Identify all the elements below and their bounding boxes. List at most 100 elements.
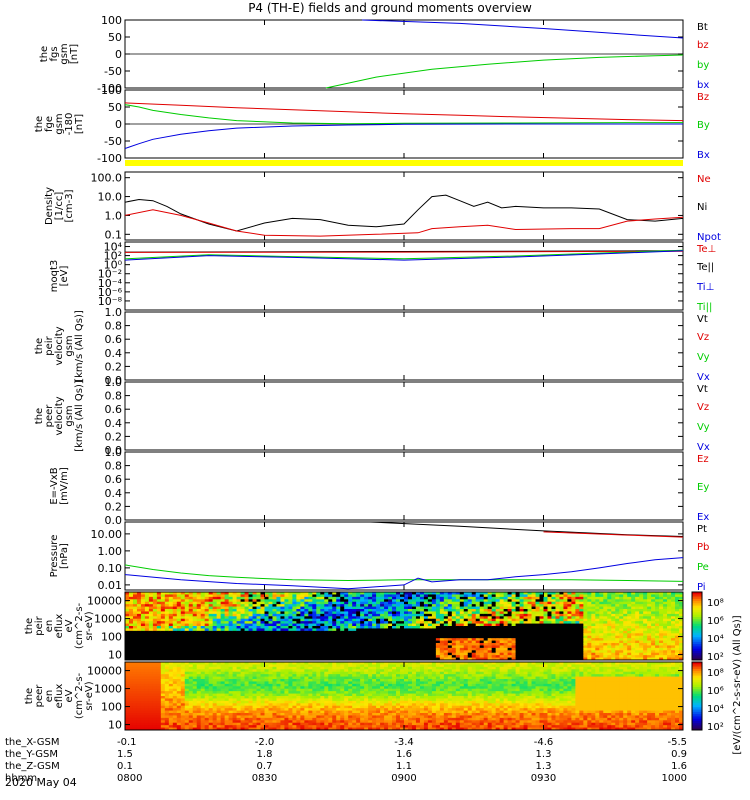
- spectrogram-cell: [272, 652, 277, 656]
- spectrogram-cell: [284, 657, 289, 661]
- spectrogram-cell: [407, 655, 413, 659]
- spectrogram-cell: [539, 645, 544, 649]
- spectrogram-cell: [132, 669, 138, 673]
- spectrogram-cell: [132, 666, 138, 670]
- spectrogram-cell: [236, 628, 242, 632]
- spectrogram-cell: [495, 626, 501, 629]
- spectrogram-cell: [208, 638, 214, 642]
- spectrogram-cell: [144, 638, 150, 642]
- spectrogram-cell: [172, 596, 178, 600]
- spectrogram-cell: [240, 655, 246, 659]
- spectrogram-cell: [168, 657, 174, 661]
- spectrogram-cell: [368, 638, 373, 642]
- spectrogram-cell: [639, 611, 644, 615]
- spectrogram-cell: [148, 611, 154, 615]
- spectrogram-cell: [148, 696, 154, 699]
- spectrogram-cell: [164, 650, 170, 654]
- spectrogram-cell: [304, 655, 309, 659]
- spectrogram-cell: [176, 647, 182, 651]
- spectrogram-cell: [216, 674, 222, 678]
- spectrogram-cell: [471, 601, 477, 605]
- spectrogram-cell: [304, 643, 309, 646]
- spectrogram-cell: [244, 638, 250, 642]
- spectrogram-cell: [336, 626, 341, 629]
- spectrogram-cell: [336, 618, 341, 622]
- spectrogram-cell: [328, 645, 333, 649]
- spectrogram-cell: [503, 635, 509, 639]
- spectrogram-cell: [396, 647, 401, 651]
- spectrogram-cell: [527, 611, 533, 615]
- spectrogram-cell: [176, 693, 182, 697]
- spectrogram-cell: [415, 628, 421, 632]
- spectrogram-cell: [340, 618, 345, 622]
- spectrogram-cell: [643, 592, 648, 595]
- spectrogram-cell: [352, 623, 357, 627]
- spectrogram-cell: [675, 606, 680, 610]
- spectrogram-cell: [348, 643, 353, 646]
- spectrogram-cell: [388, 628, 393, 632]
- spectrogram-cell: [152, 606, 158, 610]
- spectrogram-cell: [172, 671, 178, 675]
- y-tick-label: 0.0: [105, 514, 123, 527]
- spectrogram-cell: [447, 650, 453, 654]
- spectrogram-cell: [431, 611, 437, 615]
- spectrogram-cell: [232, 596, 238, 600]
- spectrogram-cell: [356, 635, 361, 639]
- spectrogram-cell: [595, 628, 600, 632]
- spectrogram-cell: [368, 606, 373, 610]
- spectrogram-cell: [132, 662, 138, 665]
- spectrogram-cell: [376, 621, 381, 625]
- spectrogram-cell: [591, 626, 596, 629]
- spectrogram-cell: [316, 594, 321, 598]
- spectrogram-cell: [296, 606, 301, 610]
- spectrogram-cell: [284, 626, 289, 629]
- spectrogram-cell: [132, 686, 138, 690]
- y-tick-label: 100: [101, 14, 122, 27]
- spectrogram-cell: [571, 645, 576, 649]
- spectrogram-cell: [479, 645, 485, 649]
- spectrogram-cell: [240, 657, 246, 661]
- spectrogram-cell: [563, 623, 568, 627]
- spectrogram-cell: [595, 606, 600, 610]
- spectrogram-cell: [180, 601, 186, 605]
- spectrogram-cell: [208, 674, 214, 678]
- y-axis-label: fgs: [49, 46, 60, 61]
- spectrogram-cell: [184, 594, 190, 598]
- spectrogram-cell: [176, 609, 182, 612]
- spectrogram-cell: [136, 664, 142, 668]
- spectrogram-cell: [404, 616, 409, 620]
- spectrogram-cell: [144, 652, 150, 656]
- spectrogram-cell: [635, 623, 640, 627]
- panel-frame: [124, 451, 684, 521]
- spectrogram-cell: [611, 643, 616, 646]
- spectrogram-cell: [228, 647, 234, 651]
- spectrogram-cell: [284, 633, 289, 637]
- spectrogram-cell: [125, 633, 130, 637]
- spectrogram-cell: [204, 700, 210, 704]
- spectrogram-cell: [304, 592, 309, 595]
- spectrogram-cell: [483, 596, 489, 600]
- spectrogram-cell: [388, 645, 393, 649]
- spectrogram-cell: [519, 643, 525, 646]
- spectrogram-cell: [160, 671, 166, 675]
- spectrogram-cell: [224, 676, 230, 680]
- spectrogram-cell: [148, 616, 154, 620]
- spectrogram-cell: [531, 604, 537, 608]
- spectrogram-cell: [667, 647, 672, 651]
- spectrogram-cell: [563, 604, 568, 608]
- spectrogram-cell: [316, 630, 321, 634]
- spectrogram-cell: [316, 633, 321, 637]
- spectrogram-cell: [276, 652, 281, 656]
- spectrogram-cell: [603, 592, 608, 595]
- spectrogram-cell: [180, 713, 186, 716]
- spectrogram-cell: [360, 613, 365, 617]
- spectrogram-cell: [643, 657, 648, 661]
- spectrogram-cell: [495, 621, 501, 625]
- spectrogram-cell: [539, 611, 544, 615]
- spectrogram-cell: [208, 713, 214, 716]
- spectrogram-cell: [192, 725, 198, 729]
- spectrogram-cell: [415, 623, 421, 627]
- spectrogram-cell: [635, 655, 640, 659]
- spectrogram-cell: [407, 643, 413, 646]
- spectrogram-cell: [356, 594, 361, 598]
